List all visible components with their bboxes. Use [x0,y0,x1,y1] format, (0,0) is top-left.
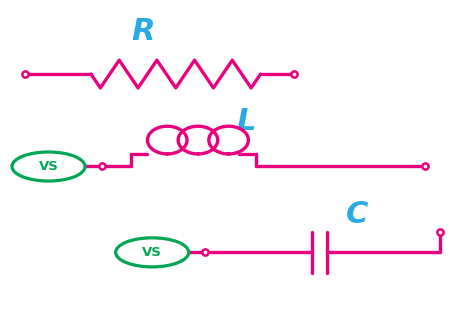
Text: L: L [237,108,256,137]
Text: R: R [131,17,155,46]
Text: VS: VS [38,160,58,173]
Text: VS: VS [142,246,162,259]
Text: C: C [346,200,368,229]
